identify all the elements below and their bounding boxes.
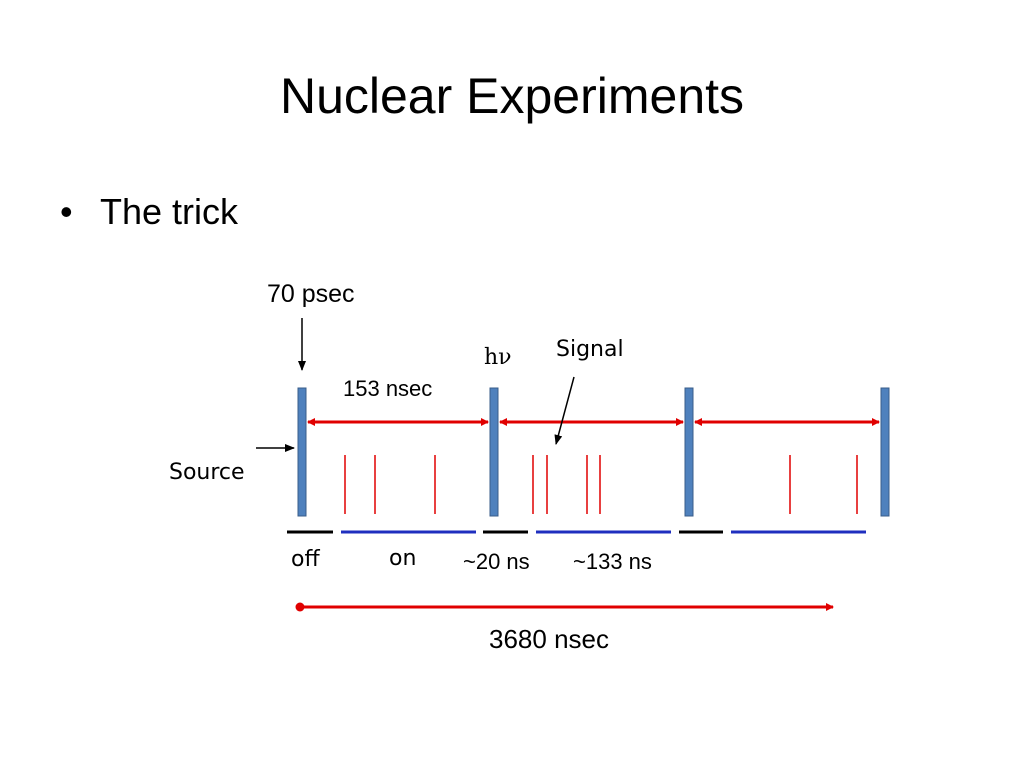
slide-title: Nuclear Experiments (279, 68, 745, 124)
pulse-bar-1 (297, 387, 307, 517)
pulse-bar-4 (880, 387, 890, 517)
pulse-bar-3 (684, 387, 694, 517)
on-label: on (389, 546, 417, 571)
on-duration-label: ~133 ns (573, 549, 652, 574)
signal-arrow (554, 376, 575, 445)
pulse-bar-2 (489, 387, 499, 517)
off-duration-label: ~20 ns (463, 549, 530, 574)
bullet-dot: • (60, 191, 73, 232)
bullet-item: • The trick (60, 190, 238, 234)
total-duration-label: 3680 nsec (489, 624, 609, 654)
bullet-text: The trick (100, 191, 239, 232)
pulse-width-label: 70 psec (267, 280, 355, 308)
off-label: off (291, 547, 320, 572)
signal-events (344, 455, 858, 514)
photon-label: hν (484, 345, 512, 370)
signal-label: Signal (556, 337, 624, 362)
period-label: 153 nsec (343, 376, 433, 401)
source-label: Source (169, 460, 245, 485)
